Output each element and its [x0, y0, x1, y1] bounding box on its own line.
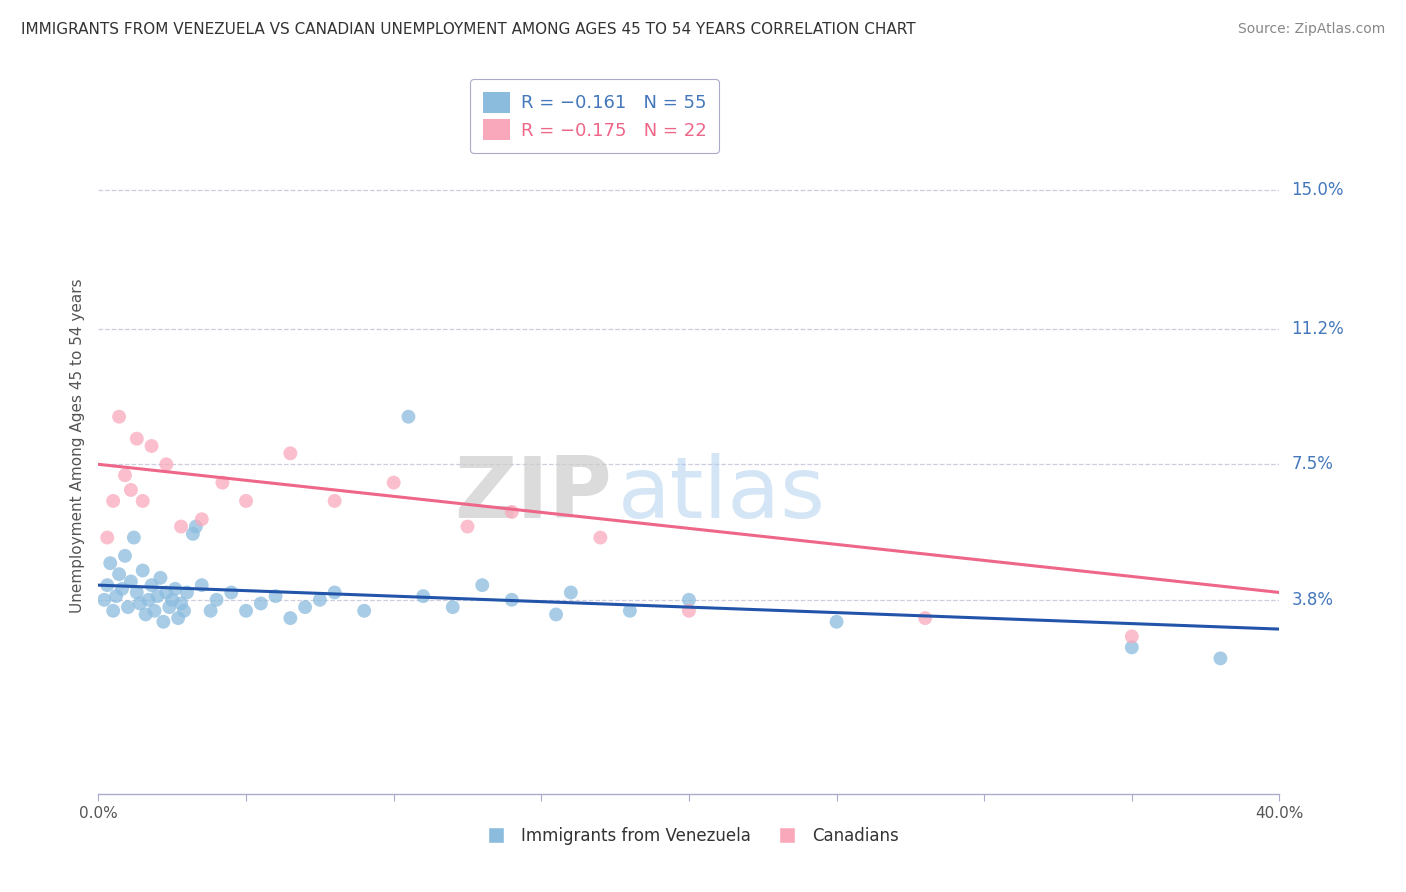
Point — [235, 494, 257, 508]
Point — [280, 446, 302, 460]
Point — [589, 531, 612, 545]
Point — [103, 604, 125, 618]
Point — [111, 582, 134, 596]
Point — [103, 494, 125, 508]
Point — [157, 600, 180, 615]
Point — [235, 604, 257, 618]
Point — [191, 578, 214, 592]
Point — [280, 611, 302, 625]
Point — [184, 519, 207, 533]
Point — [170, 597, 193, 611]
Point — [141, 439, 163, 453]
Point — [825, 615, 848, 629]
Point — [309, 592, 332, 607]
Point — [125, 585, 148, 599]
Text: atlas: atlas — [619, 453, 827, 536]
Text: 7.5%: 7.5% — [1291, 455, 1333, 474]
Point — [155, 585, 177, 599]
Point — [128, 597, 150, 611]
Point — [108, 567, 131, 582]
Point — [108, 409, 131, 424]
Point — [1209, 651, 1232, 665]
Point — [678, 592, 700, 607]
Point — [678, 604, 700, 618]
Point — [382, 475, 405, 490]
Point — [353, 604, 375, 618]
Point — [323, 494, 346, 508]
Point — [96, 578, 118, 592]
Point — [200, 604, 222, 618]
Point — [181, 527, 204, 541]
Point — [441, 600, 464, 615]
Point — [114, 468, 136, 483]
Point — [120, 574, 142, 589]
Text: 3.8%: 3.8% — [1291, 591, 1333, 609]
Point — [155, 458, 177, 472]
Point — [323, 585, 346, 599]
Point — [173, 604, 195, 618]
Text: Source: ZipAtlas.com: Source: ZipAtlas.com — [1237, 22, 1385, 37]
Point — [132, 494, 155, 508]
Point — [149, 571, 172, 585]
Point — [294, 600, 316, 615]
Point — [211, 475, 233, 490]
Point — [152, 615, 174, 629]
Text: 11.2%: 11.2% — [1291, 320, 1344, 338]
Text: IMMIGRANTS FROM VENEZUELA VS CANADIAN UNEMPLOYMENT AMONG AGES 45 TO 54 YEARS COR: IMMIGRANTS FROM VENEZUELA VS CANADIAN UN… — [21, 22, 915, 37]
Point — [141, 578, 163, 592]
Point — [125, 432, 148, 446]
Point — [398, 409, 420, 424]
Point — [1121, 640, 1143, 655]
Point — [176, 585, 198, 599]
Point — [132, 564, 155, 578]
Point — [250, 597, 273, 611]
Point — [191, 512, 214, 526]
Point — [457, 519, 479, 533]
Point — [412, 589, 434, 603]
Point — [135, 607, 157, 622]
Point — [221, 585, 243, 599]
Point — [122, 531, 145, 545]
Point — [105, 589, 128, 603]
Point — [162, 592, 183, 607]
Point — [205, 592, 228, 607]
Point — [120, 483, 142, 497]
Point — [264, 589, 287, 603]
Text: ZIP: ZIP — [454, 453, 612, 536]
Legend: Immigrants from Venezuela, Canadians: Immigrants from Venezuela, Canadians — [472, 821, 905, 852]
Point — [619, 604, 641, 618]
Point — [501, 592, 523, 607]
Point — [146, 589, 169, 603]
Point — [170, 519, 193, 533]
Point — [138, 592, 160, 607]
Point — [471, 578, 494, 592]
Point — [1121, 629, 1143, 643]
Point — [914, 611, 936, 625]
Y-axis label: Unemployment Among Ages 45 to 54 years: Unemployment Among Ages 45 to 54 years — [69, 278, 84, 614]
Point — [96, 531, 118, 545]
Point — [165, 582, 187, 596]
Point — [167, 611, 190, 625]
Point — [546, 607, 568, 622]
Text: 15.0%: 15.0% — [1291, 181, 1344, 199]
Point — [501, 505, 523, 519]
Point — [93, 592, 115, 607]
Point — [117, 600, 139, 615]
Point — [114, 549, 136, 563]
Point — [560, 585, 582, 599]
Point — [98, 556, 121, 570]
Point — [143, 604, 166, 618]
